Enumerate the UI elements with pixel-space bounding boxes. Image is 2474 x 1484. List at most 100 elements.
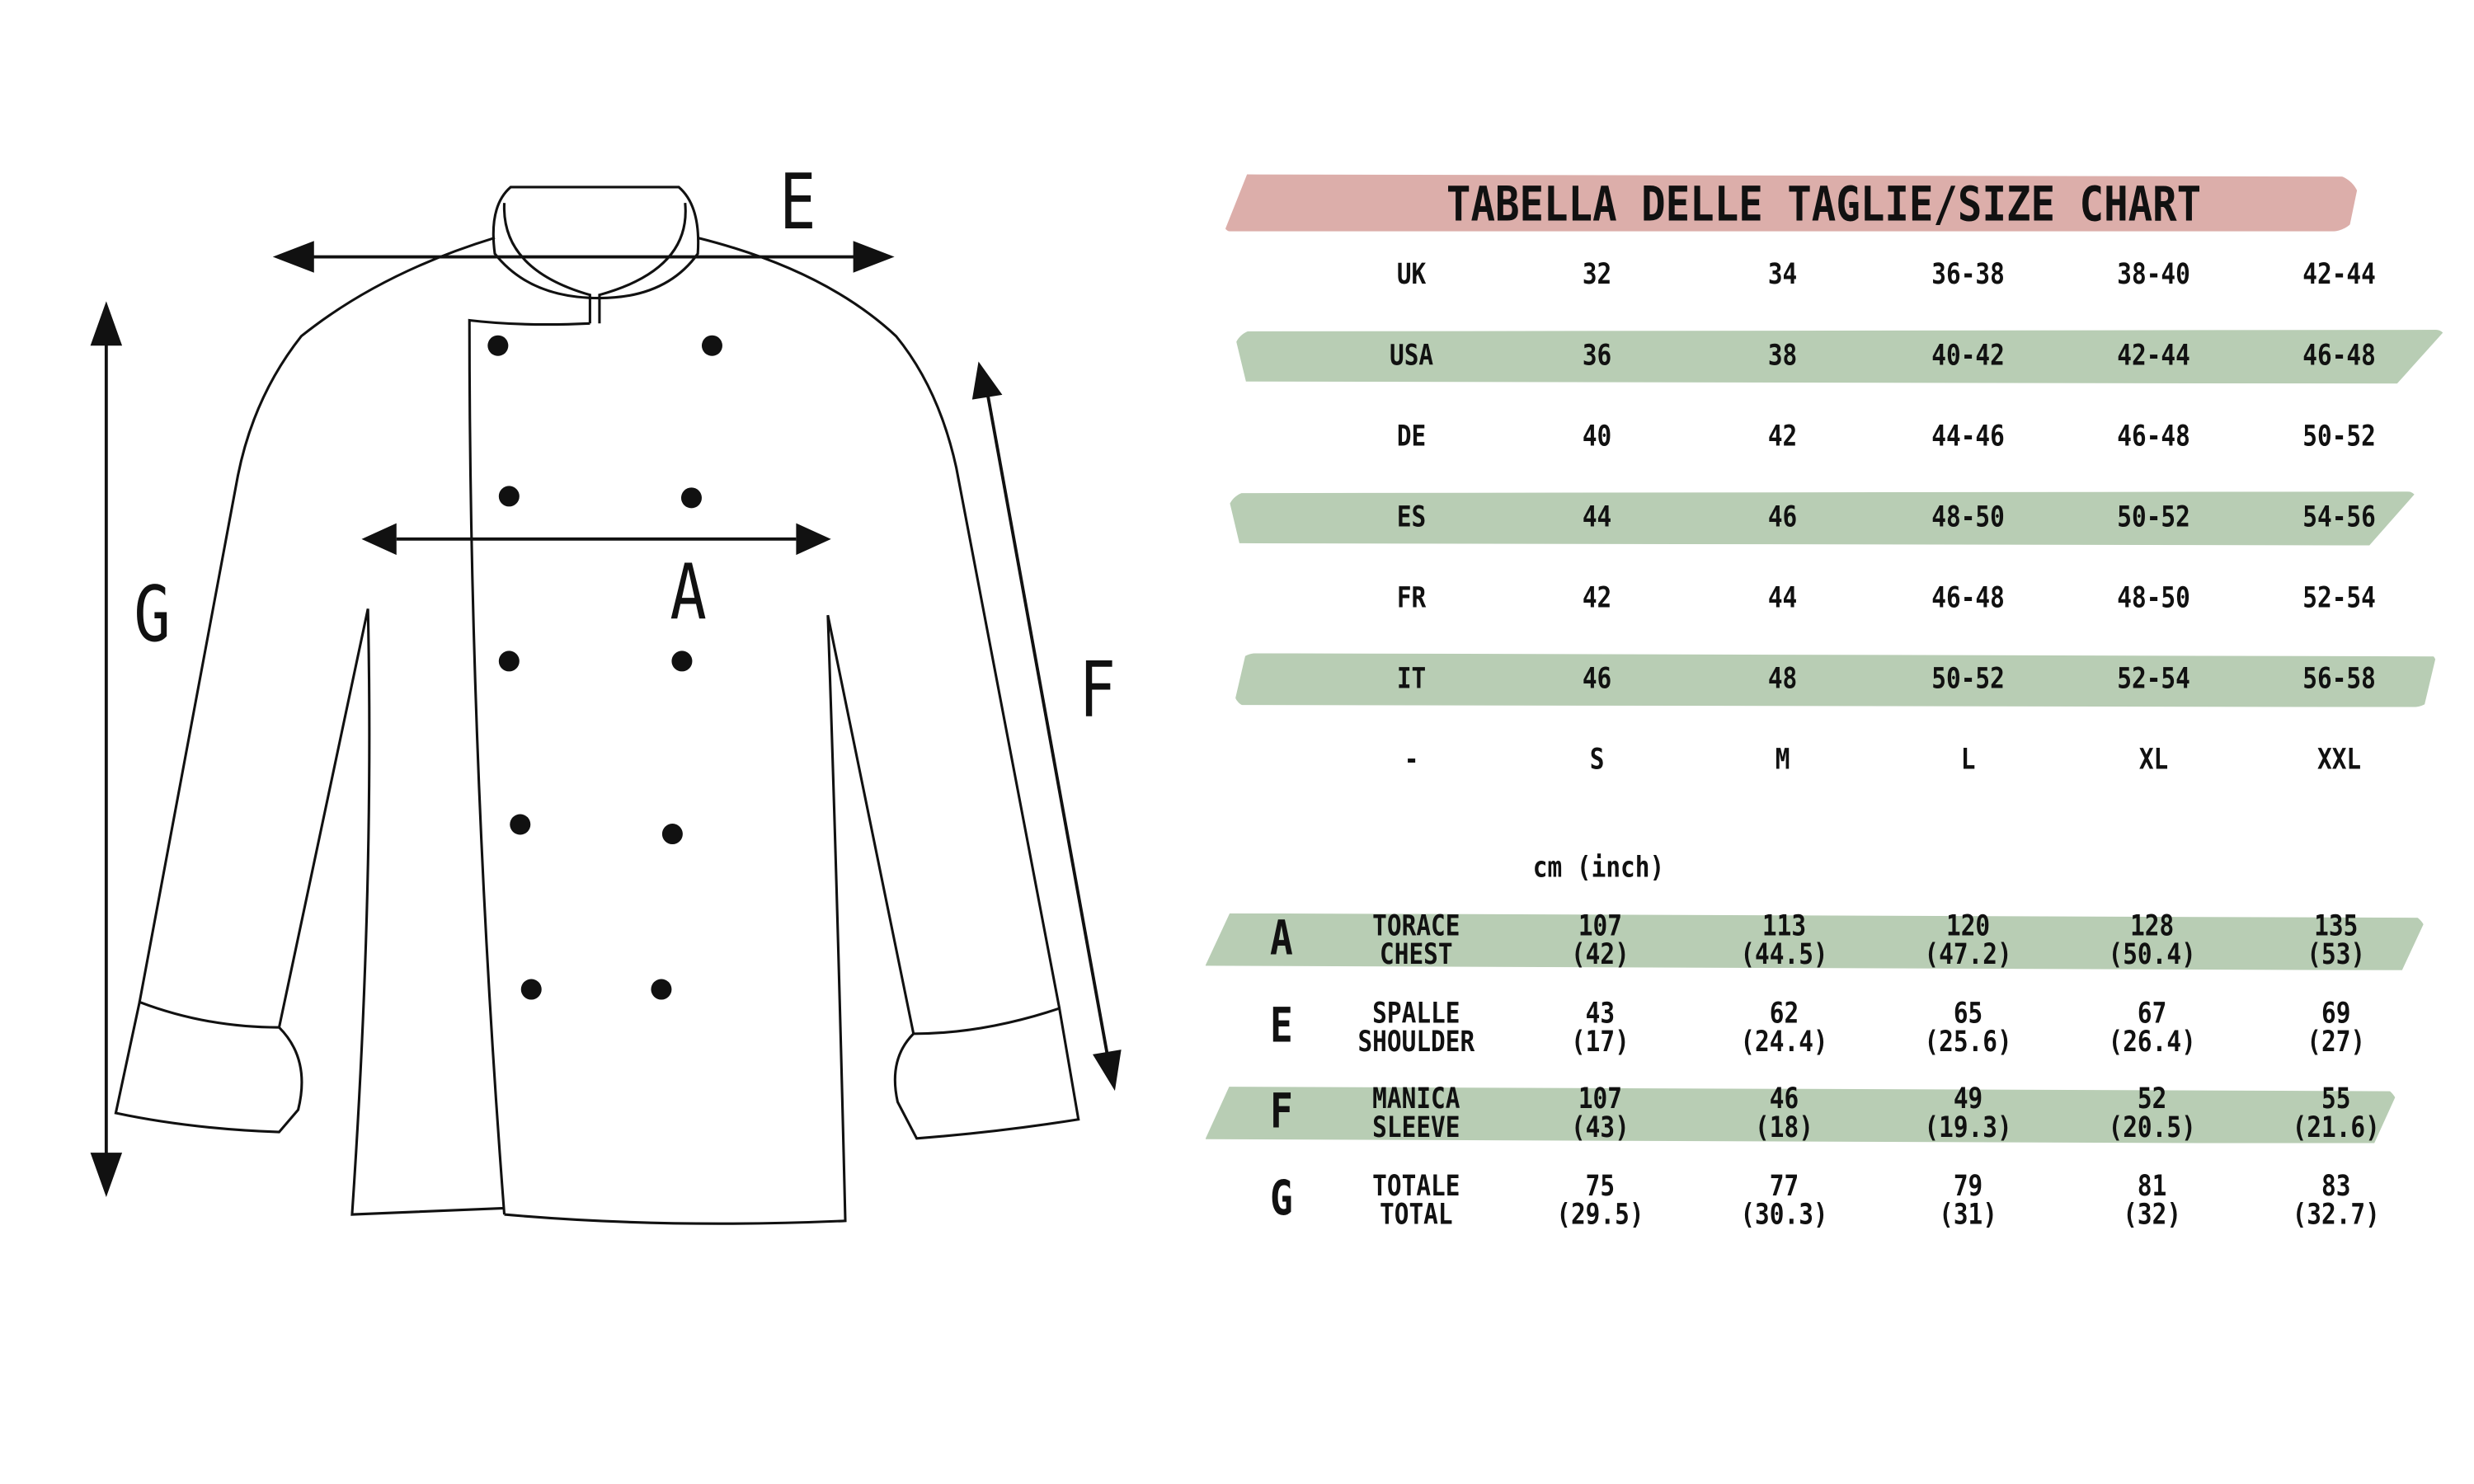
value-cm: 67 bbox=[2137, 997, 2167, 1031]
value-inch: (53) bbox=[2307, 938, 2366, 972]
value-cm: 49 bbox=[1953, 1083, 1983, 1117]
measurement-label-it: MANICA bbox=[1372, 1083, 1460, 1117]
size-cell: 46-48 bbox=[2302, 339, 2376, 373]
size-cell: 42-44 bbox=[2117, 339, 2190, 373]
size-cell: 46-48 bbox=[1931, 581, 2005, 616]
value-cm: 62 bbox=[1769, 997, 1799, 1031]
value-inch: (21.6) bbox=[2292, 1111, 2380, 1146]
value-cm: 113 bbox=[1761, 909, 1807, 944]
value-cm: 75 bbox=[1585, 1170, 1616, 1204]
measurement-arrows bbox=[90, 241, 1122, 1197]
value-inch: (44.5) bbox=[1740, 938, 1828, 972]
size-cell: 56-58 bbox=[2302, 662, 2376, 697]
measurement-label-it: TORACE bbox=[1372, 909, 1460, 944]
size-cell: 42 bbox=[1582, 581, 1612, 616]
value-inch: (50.4) bbox=[2108, 938, 2196, 972]
label-f: F bbox=[1079, 646, 1117, 736]
value-inch: (30.3) bbox=[1740, 1199, 1828, 1233]
label-g: G bbox=[134, 571, 171, 660]
size-cell: 50-52 bbox=[2302, 420, 2376, 454]
measurement-label-it: TOTALE bbox=[1372, 1170, 1460, 1204]
value-cm: 77 bbox=[1769, 1170, 1799, 1204]
value-inch: (47.2) bbox=[1924, 938, 2012, 972]
value-cm: 46 bbox=[1769, 1083, 1799, 1117]
row-label: - bbox=[1404, 743, 1419, 777]
value-cm: 81 bbox=[2137, 1170, 2167, 1204]
value-cm: 52 bbox=[2137, 1083, 2167, 1117]
row-label: ES bbox=[1396, 500, 1427, 535]
value-cm: 55 bbox=[2321, 1083, 2351, 1117]
measurement-letter: F bbox=[1269, 1085, 1293, 1141]
value-cm: 69 bbox=[2321, 997, 2351, 1031]
row-stripe bbox=[1234, 653, 2436, 707]
size-cell: 42 bbox=[1767, 420, 1798, 454]
value-inch: (32.7) bbox=[2292, 1199, 2380, 1233]
size-cell: 36-38 bbox=[1931, 258, 2005, 292]
measurement-letter: E bbox=[1269, 998, 1293, 1054]
size-cell: 38 bbox=[1767, 339, 1798, 373]
size-cell: XL bbox=[2138, 743, 2169, 777]
row-label: IT bbox=[1396, 662, 1427, 697]
value-cm: 128 bbox=[2130, 909, 2175, 944]
size-cell: 50-52 bbox=[1931, 662, 2005, 697]
size-cell: 32 bbox=[1582, 258, 1612, 292]
size-cell: 54-56 bbox=[2302, 500, 2376, 535]
units-label: cm (inch) bbox=[1532, 851, 1665, 885]
value-inch: (24.4) bbox=[1740, 1025, 1828, 1059]
value-cm: 135 bbox=[2314, 909, 2359, 944]
jacket-buttons bbox=[487, 335, 722, 1000]
size-cell: 52-54 bbox=[2302, 581, 2376, 616]
size-cell: 40-42 bbox=[1931, 339, 2005, 373]
row-stripe bbox=[1205, 1087, 2398, 1144]
label-a: A bbox=[670, 548, 707, 638]
size-cell: L bbox=[1960, 743, 1976, 777]
size-cell: 36 bbox=[1582, 339, 1612, 373]
size-cell: 52-54 bbox=[2117, 662, 2190, 697]
value-inch: (20.5) bbox=[2108, 1111, 2196, 1146]
row-stripe bbox=[1234, 330, 2446, 384]
value-cm: 79 bbox=[1953, 1170, 1983, 1204]
size-cell: 46 bbox=[1582, 662, 1612, 697]
value-inch: (26.4) bbox=[2108, 1025, 2196, 1059]
size-cell: S bbox=[1589, 743, 1605, 777]
value-inch: (18) bbox=[1755, 1111, 1813, 1146]
row-label: FR bbox=[1396, 581, 1427, 616]
value-cm: 83 bbox=[2321, 1170, 2351, 1204]
value-inch: (17) bbox=[1570, 1025, 1630, 1059]
size-cell: 38-40 bbox=[2117, 258, 2190, 292]
value-inch: (42) bbox=[1570, 938, 1630, 972]
title-band bbox=[1224, 174, 2360, 232]
size-cell: 44 bbox=[1582, 500, 1612, 535]
size-cell: 48 bbox=[1767, 662, 1798, 697]
value-inch: (19.3) bbox=[1924, 1111, 2012, 1146]
value-cm: 65 bbox=[1953, 997, 1983, 1031]
value-cm: 43 bbox=[1585, 997, 1616, 1031]
value-cm: 120 bbox=[1945, 909, 1991, 944]
measurement-label-en: SHOULDER bbox=[1357, 1025, 1475, 1059]
value-cm: 107 bbox=[1578, 909, 1622, 944]
measurement-label-en: TOTAL bbox=[1380, 1199, 1453, 1233]
row-label: UK bbox=[1396, 258, 1427, 292]
value-inch: (31) bbox=[1939, 1199, 1998, 1233]
row-stripe bbox=[1205, 913, 2427, 970]
value-cm: 107 bbox=[1578, 1083, 1622, 1117]
jacket-outline bbox=[114, 186, 1080, 1225]
measurement-label-it: SPALLE bbox=[1372, 997, 1460, 1031]
size-cell: 48-50 bbox=[1931, 500, 2005, 535]
value-inch: (43) bbox=[1570, 1111, 1630, 1146]
size-cell: M bbox=[1775, 743, 1790, 777]
value-inch: (25.6) bbox=[1924, 1025, 2012, 1059]
size-cell: 46 bbox=[1767, 500, 1798, 535]
size-cell: 44 bbox=[1767, 581, 1798, 616]
size-cell: 48-50 bbox=[2117, 581, 2190, 616]
jacket-diagram bbox=[90, 186, 1122, 1225]
measurement-label-en: CHEST bbox=[1380, 938, 1453, 972]
size-cell: 42-44 bbox=[2302, 258, 2376, 292]
arrow-f bbox=[986, 396, 1109, 1054]
value-inch: (32) bbox=[2123, 1199, 2182, 1233]
value-inch: (27) bbox=[2307, 1025, 2366, 1059]
chart-title: TABELLA DELLE TAGLIE/SIZE CHART bbox=[1446, 177, 2202, 233]
measurement-letter: A bbox=[1269, 911, 1293, 968]
size-cell: 34 bbox=[1767, 258, 1798, 292]
